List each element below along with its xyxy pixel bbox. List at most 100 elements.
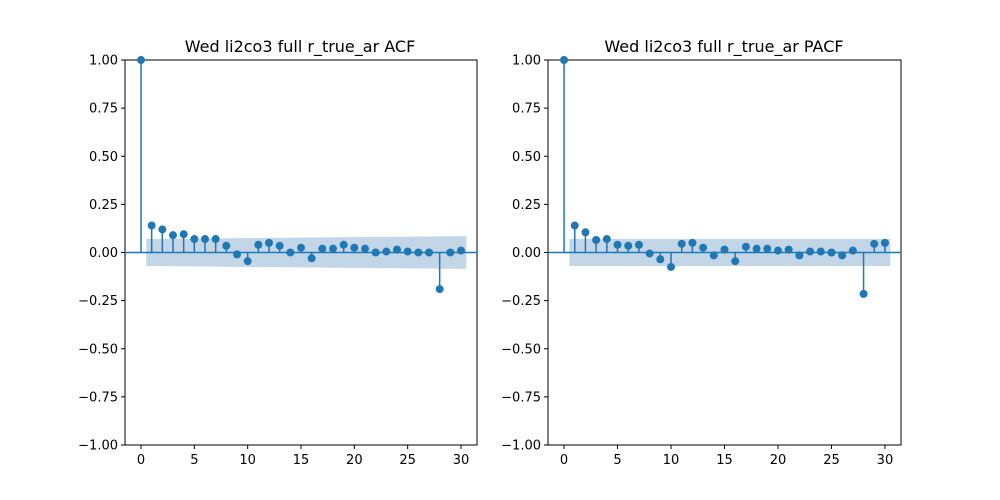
pacf-y-tick-label: 0.50 (512, 150, 541, 165)
acf-point-lag-25 (403, 247, 412, 256)
pacf-point-lag-30 (880, 238, 889, 247)
acf-point-lag-29 (446, 248, 455, 257)
pacf-point-lag-12 (688, 238, 697, 247)
acf-y-tick-label: 0.25 (89, 198, 118, 213)
pacf-point-lag-17 (741, 242, 750, 251)
acf-x-tick-label: 25 (399, 453, 416, 468)
pacf-point-lag-21 (784, 245, 793, 254)
acf-point-lag-2 (158, 225, 167, 234)
pacf-point-lag-25 (827, 248, 836, 257)
pacf-y-tick-label: 0.75 (512, 102, 541, 117)
pacf-point-lag-13 (699, 243, 708, 252)
acf-title: Wed li2co3 full r_true_ar ACF (185, 37, 416, 57)
acf-point-lag-1 (147, 221, 156, 230)
pacf-point-lag-9 (656, 255, 665, 264)
acf-point-lag-23 (382, 247, 391, 256)
pacf-x-tick-label: 10 (663, 453, 680, 468)
acf-point-lag-28 (435, 285, 444, 294)
acf-point-lag-6 (201, 235, 209, 244)
acf-point-lag-11 (254, 240, 263, 249)
pacf-x-axis: 0 5 10 15 20 25 30 (560, 445, 893, 468)
pacf-y-tick-label: 0.25 (512, 198, 541, 213)
acf-point-lag-19 (339, 240, 348, 249)
acf-point-lag-24 (393, 245, 401, 254)
acf-point-lag-20 (350, 243, 359, 252)
pacf-marks-layer (560, 56, 889, 298)
pacf-point-lag-6 (624, 241, 633, 250)
pacf-x-tick-label: 20 (770, 453, 787, 468)
acf-point-lag-9 (233, 250, 241, 259)
acf-x-tick-label: 0 (137, 453, 145, 468)
pacf-panel: Wed li2co3 full r_true_ar PACF 0 5 10 15 20 2… (501, 37, 902, 468)
acf-point-lag-18 (329, 244, 337, 253)
acf-x-tick-label: 5 (190, 453, 198, 468)
pacf-point-lag-8 (645, 249, 654, 258)
acf-point-lag-7 (211, 235, 220, 244)
pacf-x-tick-label: 0 (560, 453, 568, 468)
acf-y-tick-label: −0.75 (78, 390, 118, 405)
pacf-point-lag-1 (570, 221, 579, 230)
pacf-point-lag-5 (613, 240, 622, 249)
pacf-point-lag-19 (763, 244, 772, 253)
acf-x-axis: 0 5 10 15 20 25 30 (137, 445, 469, 468)
acf-y-tick-label: −0.50 (78, 342, 118, 357)
acf-point-lag-27 (425, 248, 433, 257)
acf-x-tick-label: 30 (453, 453, 470, 468)
pacf-point-lag-3 (592, 235, 601, 244)
pacf-point-lag-28 (859, 289, 868, 298)
acf-point-lag-17 (318, 244, 327, 253)
acf-y-tick-label: −1.00 (78, 439, 118, 454)
acf-y-tick-label: −0.25 (78, 294, 118, 309)
pacf-x-tick-label: 5 (613, 453, 621, 468)
pacf-point-lag-4 (602, 235, 611, 244)
pacf-y-tick-label: 1.00 (512, 54, 541, 69)
pacf-point-lag-10 (667, 262, 676, 271)
pacf-y-tick-label: −0.75 (501, 390, 541, 405)
acf-point-lag-15 (297, 243, 305, 252)
pacf-point-lag-15 (720, 245, 729, 254)
pacf-point-lag-23 (806, 247, 815, 256)
acf-point-lag-21 (361, 244, 369, 253)
acf-point-lag-5 (190, 235, 199, 244)
pacf-point-lag-20 (773, 246, 782, 255)
pacf-point-lag-26 (838, 251, 847, 260)
pacf-y-axis: −1.00 −0.75 −0.50 −0.25 0.00 0.25 0.50 0.75 1.00 (501, 54, 548, 454)
pacf-x-tick-label: 15 (716, 453, 733, 468)
pacf-point-lag-0 (560, 56, 569, 64)
acf-point-lag-16 (307, 254, 316, 263)
pacf-y-tick-label: −0.25 (501, 294, 541, 309)
acf-y-tick-label: 1.00 (89, 54, 118, 69)
acf-point-lag-4 (179, 230, 188, 239)
acf-point-lag-10 (243, 257, 252, 266)
pacf-x-tick-label: 30 (877, 453, 894, 468)
pacf-point-lag-11 (677, 239, 686, 248)
pacf-point-lag-22 (795, 251, 804, 260)
pacf-y-tick-label: 0.00 (512, 246, 541, 261)
acf-y-axis: −1.00 −0.75 −0.50 −0.25 0.00 0.25 0.50 0.75 1.00 (78, 54, 125, 454)
acf-point-lag-14 (286, 248, 295, 257)
acf-y-tick-label: 0.75 (89, 102, 118, 117)
acf-point-lag-22 (371, 248, 380, 257)
acf-point-lag-3 (169, 231, 177, 240)
acf-panel: Wed li2co3 full r_true_ar ACF 0 5 10 15 20 25… (78, 37, 478, 468)
pacf-point-lag-16 (731, 257, 740, 266)
pacf-point-lag-14 (709, 251, 718, 260)
pacf-point-lag-7 (634, 240, 643, 249)
pacf-y-tick-label: −1.00 (501, 439, 541, 454)
acf-point-lag-30 (457, 246, 465, 255)
acf-x-tick-label: 15 (293, 453, 310, 468)
acf-y-tick-label: 0.50 (89, 150, 118, 165)
acf-point-lag-0 (137, 56, 145, 64)
pacf-point-lag-24 (816, 247, 825, 256)
acf-point-lag-26 (414, 248, 423, 257)
acf-point-lag-8 (222, 241, 231, 250)
pacf-x-tick-label: 25 (823, 453, 840, 468)
pacf-point-lag-27 (848, 246, 857, 255)
pacf-y-tick-label: −0.50 (501, 342, 541, 357)
acf-y-tick-label: 0.00 (89, 246, 118, 261)
pacf-point-lag-29 (870, 239, 879, 248)
pacf-point-lag-2 (581, 228, 590, 237)
acf-point-lag-13 (275, 241, 284, 250)
pacf-title: Wed li2co3 full r_true_ar PACF (604, 37, 843, 57)
